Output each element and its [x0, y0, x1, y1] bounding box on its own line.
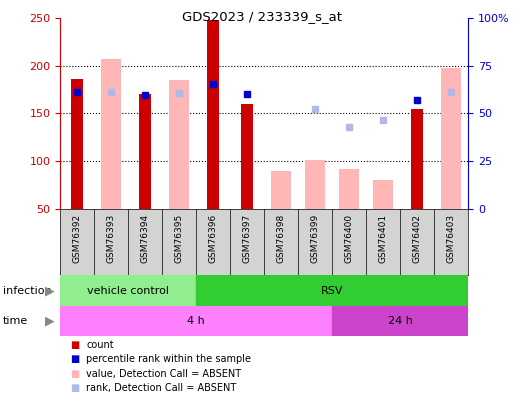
Text: GSM76398: GSM76398 [277, 214, 286, 263]
Text: vehicle control: vehicle control [87, 286, 169, 296]
Bar [339, 168, 359, 209]
Text: percentile rank within the sample: percentile rank within the sample [86, 354, 251, 364]
Text: ▶: ▶ [46, 314, 55, 328]
Text: rank, Detection Call = ABSENT: rank, Detection Call = ABSENT [86, 383, 236, 393]
Bar [332, 306, 468, 336]
Text: RSV: RSV [321, 286, 344, 296]
Bar [60, 275, 196, 306]
Bar [373, 180, 393, 209]
Bar [441, 68, 461, 209]
Text: ■: ■ [71, 369, 80, 379]
Text: GSM76396: GSM76396 [209, 214, 218, 263]
Bar [241, 104, 253, 209]
Text: ■: ■ [71, 354, 80, 364]
Text: GDS2023 / 233339_s_at: GDS2023 / 233339_s_at [181, 10, 342, 23]
Text: 4 h: 4 h [187, 316, 205, 326]
Bar [411, 109, 423, 209]
Bar [271, 171, 291, 209]
Text: GSM76395: GSM76395 [175, 214, 184, 263]
Bar [60, 306, 332, 336]
Text: count: count [86, 340, 114, 350]
Bar [101, 59, 121, 209]
Text: GSM76397: GSM76397 [243, 214, 252, 263]
Bar [71, 79, 83, 209]
Text: GSM76399: GSM76399 [311, 214, 320, 263]
Text: GSM76392: GSM76392 [73, 214, 82, 263]
Text: ■: ■ [71, 383, 80, 393]
Text: GSM76402: GSM76402 [413, 214, 422, 263]
Bar [207, 20, 219, 209]
Text: value, Detection Call = ABSENT: value, Detection Call = ABSENT [86, 369, 242, 379]
Text: infection: infection [3, 286, 51, 296]
Text: 24 h: 24 h [388, 316, 413, 326]
Text: GSM76400: GSM76400 [345, 214, 354, 263]
Text: time: time [3, 316, 28, 326]
Text: GSM76394: GSM76394 [141, 214, 150, 263]
Bar [139, 94, 151, 209]
Text: GSM76403: GSM76403 [447, 214, 456, 263]
Bar [169, 80, 189, 209]
Text: GSM76393: GSM76393 [107, 214, 116, 263]
Text: ▶: ▶ [46, 284, 55, 297]
Text: GSM76401: GSM76401 [379, 214, 388, 263]
Bar [305, 160, 325, 209]
Text: ■: ■ [71, 340, 80, 350]
Bar [196, 275, 468, 306]
